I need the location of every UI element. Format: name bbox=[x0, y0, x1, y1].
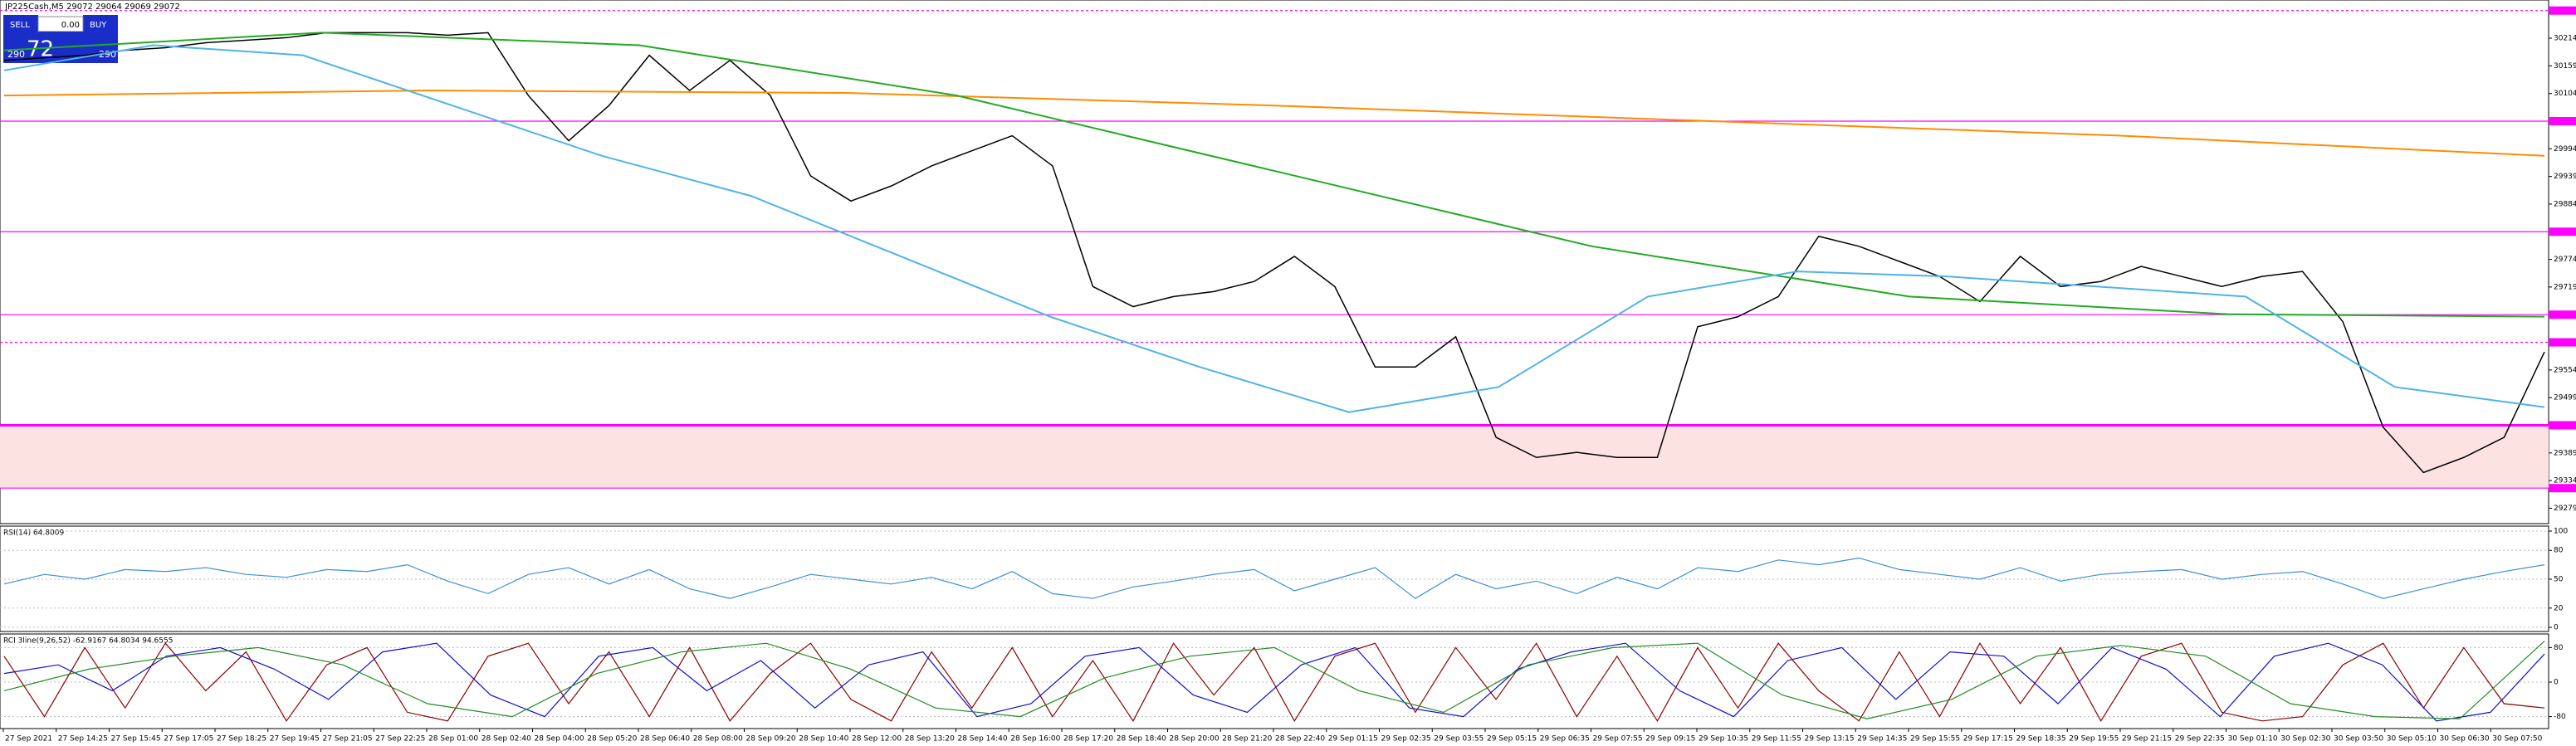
y-tick-label: 30159 bbox=[2554, 62, 2576, 71]
x-tick-label: 27 Sep 14:25 bbox=[58, 735, 108, 744]
x-tick-label: 27 Sep 19:45 bbox=[270, 735, 320, 744]
x-tick-label: 27 Sep 22:25 bbox=[375, 735, 425, 744]
x-tick-label: 29 Sep 11:55 bbox=[1752, 735, 1801, 744]
x-tick-label: 27 Sep 18:25 bbox=[217, 735, 266, 744]
x-tick-label: 28 Sep 04:00 bbox=[535, 735, 584, 744]
x-tick-label: 29 Sep 07:55 bbox=[1593, 735, 1643, 744]
rci-line bbox=[3, 641, 2545, 719]
y-tick-label: 50 bbox=[2554, 576, 2564, 584]
x-tick-label: 29 Sep 09:15 bbox=[1645, 735, 1695, 744]
y-tick-label: 29499 bbox=[2554, 394, 2576, 402]
y-tick-label: 29389 bbox=[2554, 449, 2576, 457]
x-tick-label: 28 Sep 17:20 bbox=[1063, 735, 1113, 744]
y-tick-label: 20 bbox=[2554, 604, 2564, 612]
x-tick-label: 27 Sep 21:05 bbox=[323, 735, 373, 744]
x-tick-label: 27 Sep 2021 bbox=[5, 735, 52, 744]
y-tick-label: 29774 bbox=[2554, 256, 2576, 264]
y-tick-label: 80 bbox=[2554, 547, 2564, 555]
zone bbox=[0, 425, 2549, 489]
rsi-title: RSI(14) 64.8009 bbox=[3, 529, 64, 538]
sell-panel[interactable] bbox=[3, 15, 38, 63]
y-tick-label: 29884 bbox=[2554, 200, 2576, 208]
x-tick-label: 29 Sep 14:35 bbox=[1857, 735, 1907, 744]
y-tick-label: 29334 bbox=[2554, 477, 2576, 485]
x-tick-label: 29 Sep 21:15 bbox=[2122, 735, 2172, 744]
y-tick-label: 29939 bbox=[2554, 173, 2576, 181]
x-tick-label: 28 Sep 05:20 bbox=[587, 735, 637, 744]
y-tick-label: 29279 bbox=[2554, 505, 2576, 513]
y-tick-label: 30214 bbox=[2554, 35, 2576, 43]
x-tick-label: 28 Sep 02:40 bbox=[481, 735, 531, 744]
x-tick-label: 29 Sep 05:15 bbox=[1487, 735, 1537, 744]
x-tick-label: 29 Sep 18:35 bbox=[2016, 735, 2066, 744]
x-tick-label: 30 Sep 01:10 bbox=[2228, 735, 2278, 744]
x-tick-label: 28 Sep 14:40 bbox=[958, 735, 1008, 744]
x-tick-label: 28 Sep 09:20 bbox=[746, 735, 796, 744]
x-tick-label: 27 Sep 17:05 bbox=[164, 735, 213, 744]
price-line bbox=[3, 44, 2545, 413]
level-tag bbox=[2549, 310, 2576, 319]
buy-button[interactable]: BUY bbox=[90, 21, 107, 30]
level-tag bbox=[2549, 484, 2576, 493]
price-line bbox=[3, 90, 2545, 157]
x-tick-label: 28 Sep 06:40 bbox=[640, 735, 690, 744]
level-tag bbox=[2549, 6, 2576, 15]
header: JP225Cash,M5 29072 29064 29069 29072 bbox=[4, 2, 180, 12]
x-tick-label: 30 Sep 05:10 bbox=[2387, 735, 2437, 744]
x-tick-label: 28 Sep 12:00 bbox=[852, 735, 902, 744]
x-tick-label: 27 Sep 15:45 bbox=[111, 735, 161, 744]
rci-line bbox=[3, 642, 2545, 722]
x-tick-label: 29 Sep 02:35 bbox=[1381, 735, 1431, 744]
rci-frame bbox=[0, 633, 2549, 729]
y-tick-label: -80 bbox=[2554, 713, 2566, 721]
y-tick-label: 29994 bbox=[2554, 145, 2576, 154]
y-tick-label: 29719 bbox=[2554, 283, 2576, 291]
x-tick-label: 30 Sep 06:30 bbox=[2440, 735, 2490, 744]
x-tick-label: 28 Sep 22:40 bbox=[1275, 735, 1325, 744]
y-tick-label: 29554 bbox=[2554, 366, 2576, 374]
x-tick-label: 30 Sep 07:50 bbox=[2492, 735, 2542, 744]
x-tick-label: 29 Sep 01:15 bbox=[1328, 735, 1378, 744]
rci-line bbox=[3, 642, 2545, 722]
x-tick-label: 30 Sep 03:50 bbox=[2334, 735, 2383, 744]
x-tick-label: 29 Sep 15:55 bbox=[1910, 735, 1960, 744]
sell-price-big: 290 bbox=[7, 49, 25, 60]
x-tick-label: 28 Sep 16:00 bbox=[1010, 735, 1060, 744]
x-tick-label: 29 Sep 17:15 bbox=[1963, 735, 2013, 744]
x-tick-label: 28 Sep 08:00 bbox=[693, 735, 743, 744]
x-tick-label: 29 Sep 22:35 bbox=[2175, 735, 2225, 744]
level-tag bbox=[2549, 116, 2576, 125]
rsi-line bbox=[3, 557, 2545, 599]
price-line bbox=[3, 32, 2545, 474]
y-tick-label: 0 bbox=[2554, 624, 2559, 632]
x-tick-label: 29 Sep 03:55 bbox=[1434, 735, 1484, 744]
x-tick-label: 29 Sep 06:35 bbox=[1540, 735, 1590, 744]
x-tick-label: 29 Sep 19:55 bbox=[2069, 735, 2119, 744]
level-tag bbox=[2549, 421, 2576, 430]
x-tick-label: 29 Sep 13:15 bbox=[1805, 735, 1855, 744]
price-line bbox=[3, 32, 2545, 318]
x-tick-label: 29 Sep 10:35 bbox=[1699, 735, 1748, 744]
y-tick-label: 80 bbox=[2554, 644, 2564, 652]
x-tick-label: 28 Sep 21:20 bbox=[1222, 735, 1272, 744]
main-frame bbox=[0, 0, 2549, 524]
x-tick-label: 28 Sep 20:00 bbox=[1170, 735, 1220, 744]
level-tag bbox=[2549, 338, 2576, 347]
x-tick-label: 28 Sep 13:20 bbox=[905, 735, 955, 744]
lot[interactable]: 0.00 bbox=[61, 21, 80, 30]
y-tick-label: 100 bbox=[2554, 528, 2568, 536]
x-tick-label: 28 Sep 18:40 bbox=[1117, 735, 1166, 744]
x-tick-label: 30 Sep 02:30 bbox=[2280, 735, 2330, 744]
x-tick-label: 28 Sep 10:40 bbox=[799, 735, 848, 744]
y-tick-label: 0 bbox=[2554, 679, 2559, 687]
x-tick-label: 28 Sep 01:00 bbox=[428, 735, 478, 744]
sell-button[interactable]: SELL bbox=[10, 21, 30, 30]
y-tick-label: 30104 bbox=[2554, 90, 2576, 98]
level-tag bbox=[2549, 227, 2576, 236]
rci-title: RCI 3line(9,26,52) -62.9167 64.8034 94.6… bbox=[3, 637, 173, 646]
